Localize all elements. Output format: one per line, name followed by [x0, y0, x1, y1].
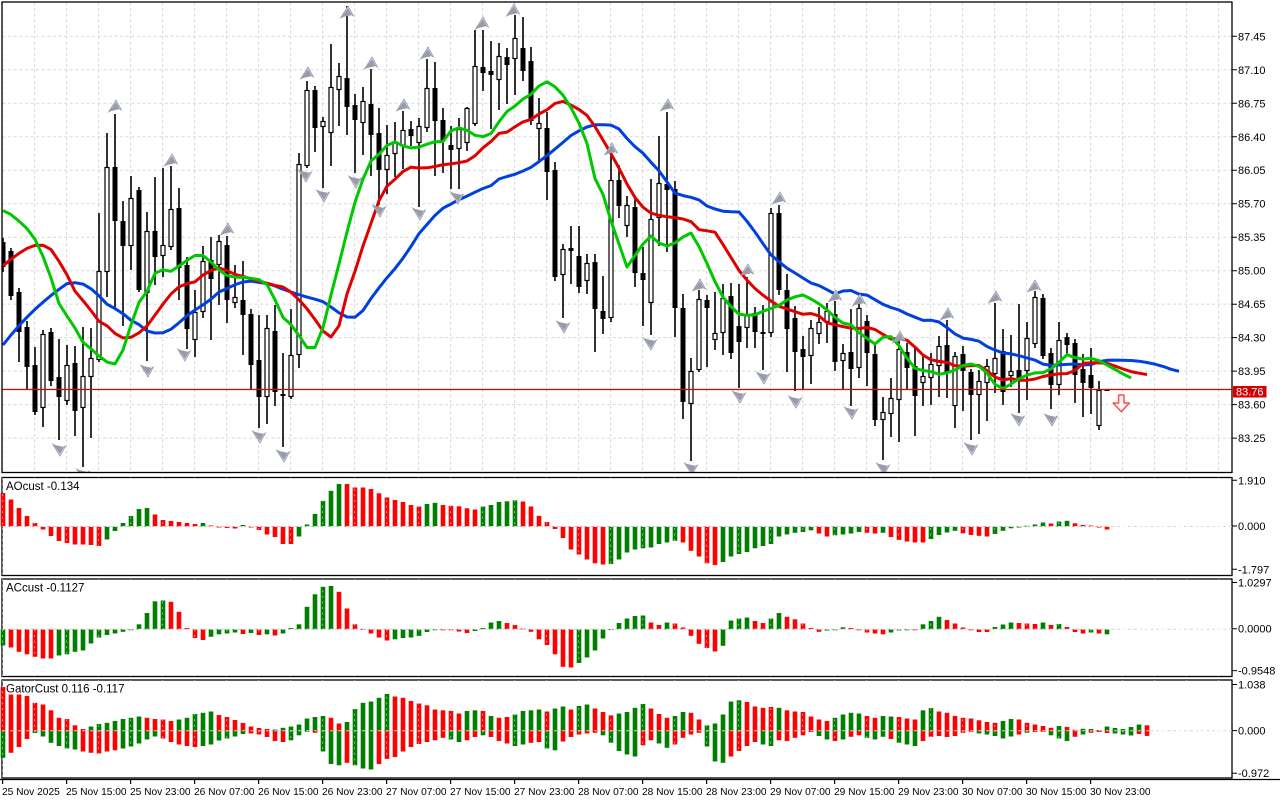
- svg-text:28 Nov 15:00: 28 Nov 15:00: [642, 787, 703, 798]
- svg-text:85.35: 85.35: [1238, 232, 1266, 244]
- svg-text:86.05: 86.05: [1238, 165, 1266, 177]
- svg-text:87.10: 87.10: [1238, 65, 1266, 77]
- svg-text:27 Nov 07:00: 27 Nov 07:00: [386, 787, 447, 798]
- svg-text:86.40: 86.40: [1238, 132, 1266, 144]
- svg-text:27 Nov 15:00: 27 Nov 15:00: [450, 787, 511, 798]
- svg-text:84.30: 84.30: [1238, 333, 1266, 345]
- svg-text:83.76: 83.76: [1236, 387, 1264, 399]
- svg-text:26 Nov 07:00: 26 Nov 07:00: [194, 787, 255, 798]
- svg-text:25 Nov 2025: 25 Nov 2025: [2, 787, 60, 798]
- svg-text:28 Nov 23:00: 28 Nov 23:00: [706, 787, 767, 798]
- svg-text:85.00: 85.00: [1238, 266, 1266, 278]
- svg-text:28 Nov 07:00: 28 Nov 07:00: [578, 787, 639, 798]
- svg-text:83.25: 83.25: [1238, 433, 1266, 445]
- svg-text:1.038: 1.038: [1238, 680, 1266, 692]
- svg-text:26 Nov 23:00: 26 Nov 23:00: [322, 787, 383, 798]
- svg-text:1.910: 1.910: [1238, 475, 1266, 487]
- svg-text:-1.797: -1.797: [1238, 564, 1269, 576]
- svg-text:30 Nov 07:00: 30 Nov 07:00: [962, 787, 1023, 798]
- svg-text:26 Nov 15:00: 26 Nov 15:00: [258, 787, 319, 798]
- svg-text:87.45: 87.45: [1238, 31, 1266, 43]
- svg-text:29 Nov 15:00: 29 Nov 15:00: [834, 787, 895, 798]
- svg-text:0.000: 0.000: [1238, 726, 1266, 738]
- svg-text:25 Nov 23:00: 25 Nov 23:00: [130, 787, 191, 798]
- svg-text:-0.9548: -0.9548: [1238, 666, 1275, 678]
- svg-text:29 Nov 23:00: 29 Nov 23:00: [898, 787, 959, 798]
- svg-text:27 Nov 23:00: 27 Nov 23:00: [514, 787, 575, 798]
- svg-text:1.0297: 1.0297: [1238, 578, 1272, 590]
- svg-text:ACcust -0.1127: ACcust -0.1127: [6, 583, 84, 595]
- svg-text:85.70: 85.70: [1238, 199, 1266, 211]
- svg-text:86.75: 86.75: [1238, 98, 1266, 110]
- svg-text:30 Nov 23:00: 30 Nov 23:00: [1090, 787, 1151, 798]
- svg-text:0.0000: 0.0000: [1238, 624, 1272, 636]
- svg-text:0.000: 0.000: [1238, 521, 1266, 533]
- svg-text:30 Nov 15:00: 30 Nov 15:00: [1026, 787, 1087, 798]
- svg-text:-0.972: -0.972: [1238, 768, 1269, 780]
- svg-text:83.95: 83.95: [1238, 366, 1266, 378]
- svg-text:29 Nov 07:00: 29 Nov 07:00: [770, 787, 831, 798]
- svg-text:84.65: 84.65: [1238, 299, 1266, 311]
- svg-text:25 Nov 15:00: 25 Nov 15:00: [66, 787, 127, 798]
- svg-text:GatorCust 0.116 -0.117: GatorCust 0.116 -0.117: [6, 684, 124, 696]
- svg-text:83.60: 83.60: [1238, 400, 1266, 412]
- svg-text:AOcust -0.134: AOcust -0.134: [6, 481, 80, 493]
